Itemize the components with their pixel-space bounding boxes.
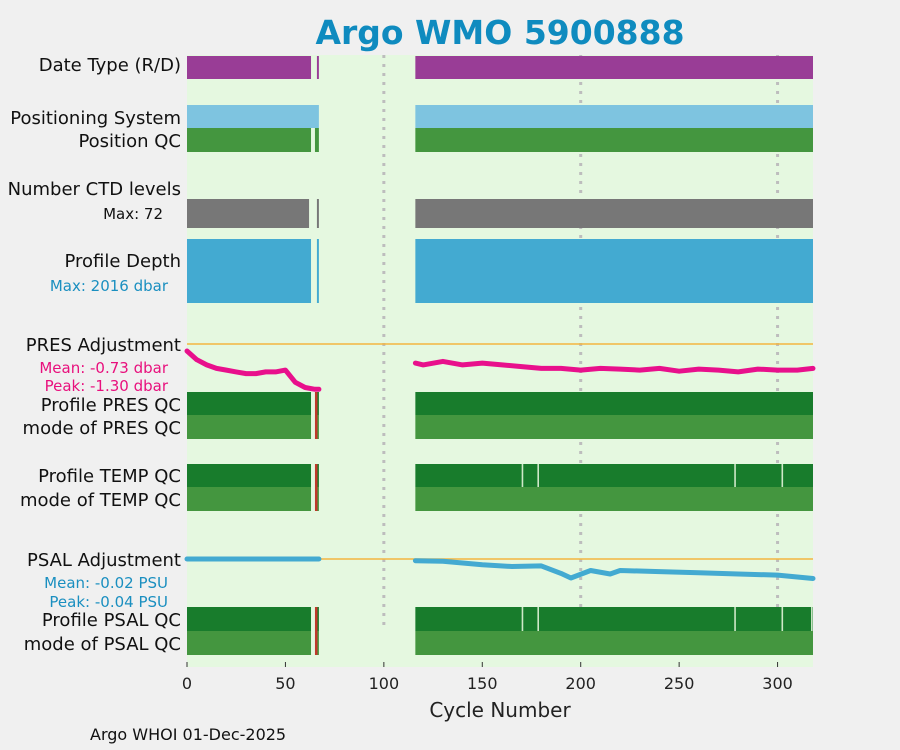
mode-temp-qc-segment-1: [316, 487, 319, 511]
x-tick-label-5: 250: [664, 674, 695, 693]
profile-temp-qc-light-0: [521, 464, 524, 487]
ctd-levels-segment-1: [316, 199, 319, 228]
label-pres-peak: Peak: -1.30 dbar: [45, 377, 169, 395]
label-mode-pres-qc: mode of PRES QC: [23, 418, 181, 439]
label-pres-adjustment: PRES Adjustment: [26, 335, 181, 356]
label-profile-depth: Profile Depth: [64, 251, 181, 272]
profile-psal-qc-light-2: [734, 607, 736, 631]
x-tick-label-0: 0: [182, 674, 192, 693]
profile-temp-qc-segment-2: [415, 464, 813, 487]
label-profile-pres-qc: Profile PRES QC: [41, 395, 181, 416]
profile-temp-qc-light-1: [537, 464, 540, 487]
label-psal-mean: Mean: -0.02 PSU: [44, 574, 168, 592]
profile-depth-segment-0: [187, 239, 312, 303]
profile-pres-qc-segment-1: [316, 392, 319, 415]
x-tick-label-3: 150: [467, 674, 498, 693]
label-data-type: Date Type (R/D): [39, 55, 181, 76]
ctd-levels-segment-2: [415, 199, 813, 228]
profile-temp-qc-flag-0: [314, 464, 318, 487]
label-psal-peak: Peak: -0.04 PSU: [49, 593, 168, 611]
profile-pres-qc-segment-2: [415, 392, 813, 415]
mode-temp-qc-flag-0: [314, 487, 318, 511]
position-qc-segment-1: [314, 128, 319, 152]
profile-psal-qc-flag-0: [314, 607, 318, 631]
x-tick-label-1: 50: [275, 674, 295, 693]
mode-pres-qc-segment-0: [187, 415, 312, 439]
profile-depth-segment-2: [415, 239, 813, 303]
label-ctd-levels: Number CTD levels: [8, 179, 181, 200]
label-profile-psal-qc: Profile PSAL QC: [42, 610, 181, 631]
label-positioning-system: Positioning System: [10, 108, 181, 129]
profile-temp-qc-light-3: [781, 464, 784, 487]
label-depth-max: Max: 2016 dbar: [50, 277, 169, 295]
x-axis-label: Cycle Number: [429, 698, 571, 722]
footer-credit: Argo WHOI 01-Dec-2025: [90, 725, 287, 744]
profile-pres-qc-segment-0: [187, 392, 312, 415]
profile-psal-qc-light-3: [781, 607, 784, 631]
data-type-segment-1: [316, 56, 319, 79]
data-type-segment-0: [187, 56, 312, 79]
pres-adjustment-line-0: [184, 348, 322, 392]
x-tick-label-4: 200: [565, 674, 596, 693]
profile-pres-qc-flag-0: [314, 392, 318, 415]
profile-psal-qc-light-1: [537, 607, 540, 631]
profile-psal-qc-segment-2: [415, 607, 813, 631]
profile-temp-qc-segment-1: [316, 464, 319, 487]
profile-psal-qc-segment-1: [316, 607, 319, 631]
profile-psal-qc-segment-0: [187, 607, 312, 631]
profile-depth-segment-1: [316, 239, 319, 303]
ctd-levels-segment-0: [187, 199, 310, 228]
mode-temp-qc-segment-2: [415, 487, 813, 511]
positioning-system-segment-0: [187, 105, 319, 128]
mode-psal-qc-segment-1: [316, 631, 319, 655]
position-qc-segment-0: [187, 128, 312, 152]
data-type-segment-2: [415, 56, 813, 79]
label-mode-temp-qc: mode of TEMP QC: [20, 490, 181, 511]
mode-temp-qc-segment-0: [187, 487, 312, 511]
profile-temp-qc-segment-0: [187, 464, 312, 487]
position-qc-segment-2: [415, 128, 813, 152]
profile-psal-qc-light-4: [811, 607, 813, 631]
x-tick-label-6: 300: [762, 674, 793, 693]
mode-psal-qc-flag-0: [314, 631, 318, 655]
profile-psal-qc-light-0: [521, 607, 524, 631]
positioning-system-segment-1: [415, 105, 813, 128]
pres-adjustment-line-1: [412, 358, 816, 375]
label-ctd-max: Max: 72: [103, 205, 163, 223]
mode-psal-qc-segment-0: [187, 631, 312, 655]
label-psal-adjustment: PSAL Adjustment: [27, 550, 181, 571]
psal-adjustment-line-1: [412, 558, 816, 581]
chart-title: Argo WMO 5900888: [315, 13, 684, 52]
label-mode-psal-qc: mode of PSAL QC: [24, 634, 181, 655]
mode-pres-qc-segment-2: [415, 415, 813, 439]
label-pres-mean: Mean: -0.73 dbar: [39, 359, 169, 377]
profile-temp-qc-light-2: [734, 464, 736, 487]
mode-pres-qc-segment-1: [316, 415, 319, 439]
mode-pres-qc-flag-0: [314, 415, 318, 439]
label-position-qc: Position QC: [78, 131, 181, 152]
mode-psal-qc-segment-2: [415, 631, 813, 655]
x-tick-label-2: 100: [369, 674, 400, 693]
label-profile-temp-qc: Profile TEMP QC: [38, 466, 181, 487]
